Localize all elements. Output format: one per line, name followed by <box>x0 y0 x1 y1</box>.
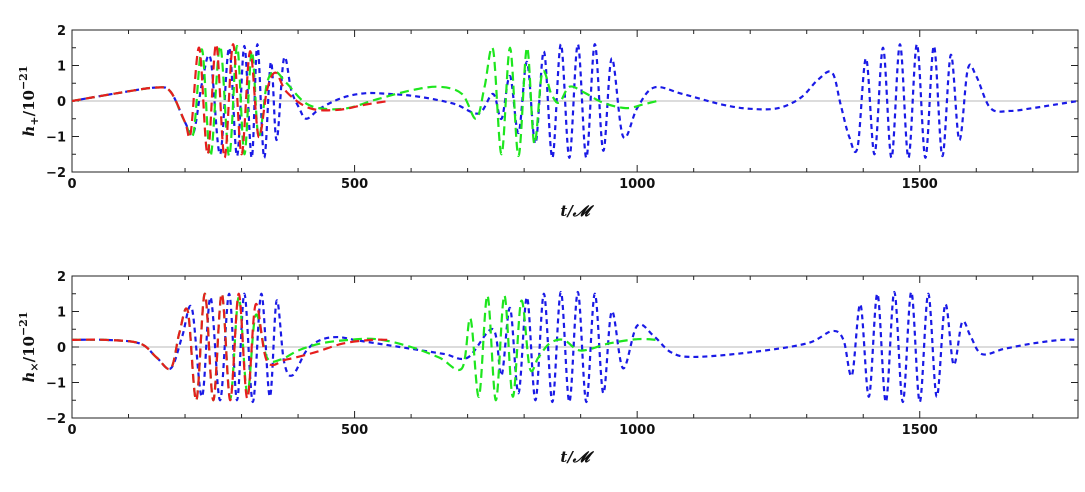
y-tick-label: 2 <box>57 24 66 39</box>
y-tick-label: −2 <box>46 412 66 427</box>
y-tick-label: −1 <box>46 131 66 146</box>
x-tick-label: 1500 <box>902 423 938 438</box>
x-tick-label: 0 <box>67 423 76 438</box>
series-line-blue-dashed <box>72 290 1078 404</box>
x-tick-label: 500 <box>341 177 368 192</box>
y-tick-label: −1 <box>46 377 66 392</box>
x-axis-label: t/𝓜 <box>560 448 594 466</box>
x-tick-label: 1500 <box>902 177 938 192</box>
top-panel-h-plus: 0 500 1000 1500 −2 −1 0 1 2 t/𝓜 h+/10−21 <box>17 24 1079 220</box>
series-line-red-dashed <box>72 292 389 402</box>
y-axis-label: h+/10−21 <box>17 65 41 136</box>
bottom-panel-h-cross: 0 500 1000 1500 −2 −1 0 1 2 t/𝓜 h×/10−21 <box>17 270 1079 466</box>
series-line-blue-dashed <box>72 43 1078 159</box>
y-tick-label: 0 <box>57 341 66 356</box>
y-tick-label: 2 <box>57 270 66 285</box>
y-tick-label: 1 <box>57 306 66 321</box>
y-tick-label: 1 <box>57 60 66 75</box>
series-line-red-dashed <box>72 43 389 159</box>
x-tick-label: 1000 <box>619 177 655 192</box>
y-axis-label: h×/10−21 <box>17 311 41 382</box>
series-line-green-dashed <box>72 292 658 402</box>
x-tick-label: 1000 <box>619 423 655 438</box>
y-tick-label: −2 <box>46 166 66 181</box>
y-tick-label: 0 <box>57 95 66 110</box>
x-tick-label: 500 <box>341 423 368 438</box>
x-tick-label: 0 <box>67 177 76 192</box>
x-axis-label: t/𝓜 <box>560 202 594 220</box>
series-line-green-dashed <box>72 44 658 158</box>
